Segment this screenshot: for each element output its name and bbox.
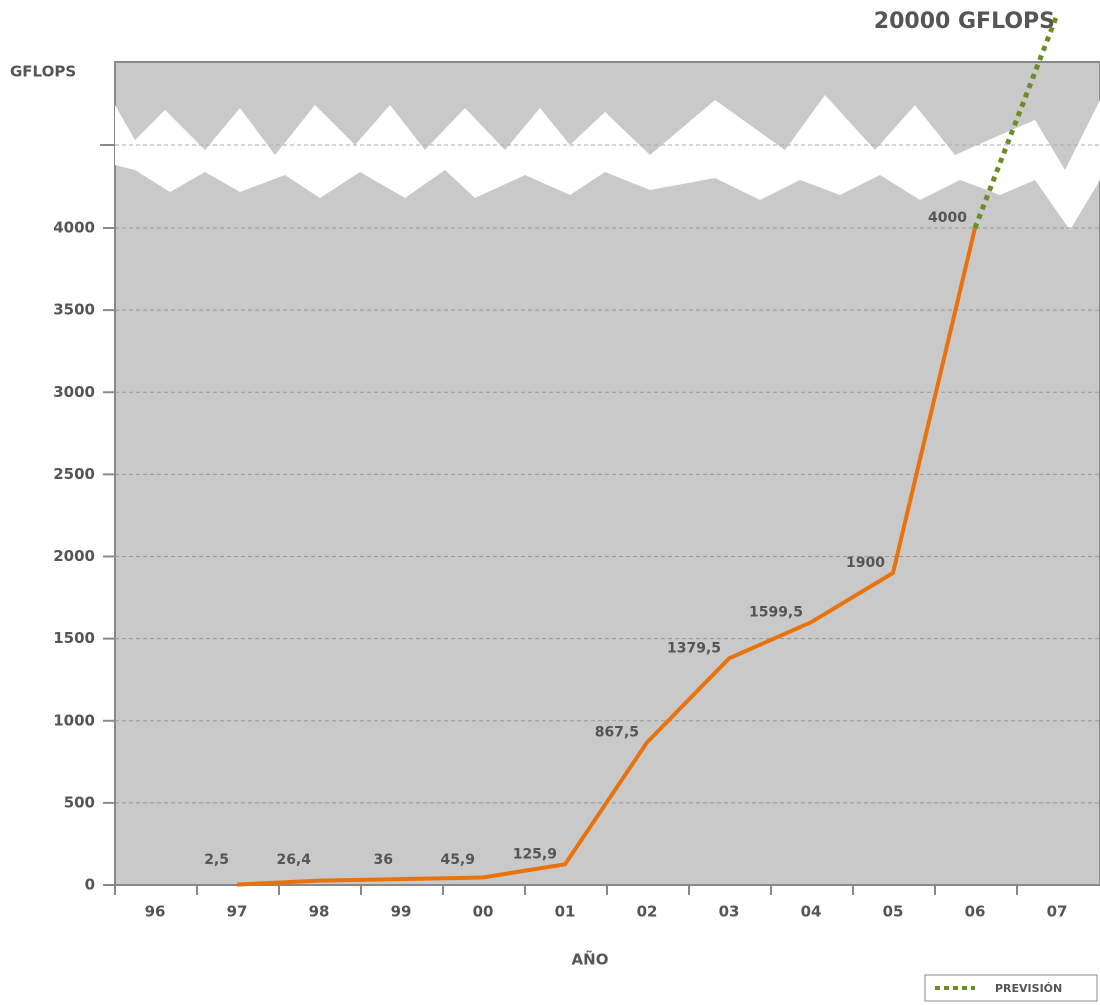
y-axis-label: GFLOPS xyxy=(10,63,76,81)
data-label: 2,5 xyxy=(204,852,229,868)
x-tick-label: 99 xyxy=(391,903,412,921)
series-line xyxy=(236,227,977,887)
x-tick-label: 06 xyxy=(965,903,986,921)
y-tick-label: 3000 xyxy=(53,383,95,401)
x-tick-label: 00 xyxy=(473,903,494,921)
data-label: 36 xyxy=(374,852,393,868)
x-tick-label: 03 xyxy=(719,903,740,921)
y-tick-label: 1500 xyxy=(53,629,95,647)
x-tick-label: 07 xyxy=(1047,903,1068,921)
axis-break xyxy=(115,95,1100,230)
x-tick-label: 05 xyxy=(883,903,904,921)
x-axis-label: AÑO xyxy=(572,950,609,969)
data-label: 867,5 xyxy=(595,725,639,741)
plot-area xyxy=(114,61,1100,886)
y-tick-label: 0 xyxy=(85,876,95,894)
data-label: 26,4 xyxy=(276,852,311,868)
x-tick-label: 98 xyxy=(309,903,330,921)
data-label: 1379,5 xyxy=(667,640,721,656)
y-tick-label: 3500 xyxy=(53,301,95,319)
y-tick-label: 4000 xyxy=(53,219,95,237)
y-tick-label: 1000 xyxy=(53,711,95,729)
y-tick-label: 500 xyxy=(64,793,95,811)
data-label: 1900 xyxy=(846,555,885,571)
data-label: 45,9 xyxy=(440,852,475,868)
data-label: 125,9 xyxy=(513,846,557,862)
x-tick-label: 97 xyxy=(227,903,248,921)
x-tick-label: 96 xyxy=(145,903,166,921)
x-tick-label: 04 xyxy=(801,903,822,921)
x-tick-label: 01 xyxy=(555,903,576,921)
series-line xyxy=(972,14,1060,229)
legend-label: PREVISIÓN xyxy=(995,982,1062,995)
data-label: 4000 xyxy=(928,210,967,226)
data-label: 1599,5 xyxy=(749,604,803,620)
y-tick-label: 2000 xyxy=(53,547,95,565)
annotation: 20000 GFLOPS xyxy=(874,9,1055,34)
x-tick-label: 02 xyxy=(637,903,658,921)
y-tick-label: 2500 xyxy=(53,465,95,483)
